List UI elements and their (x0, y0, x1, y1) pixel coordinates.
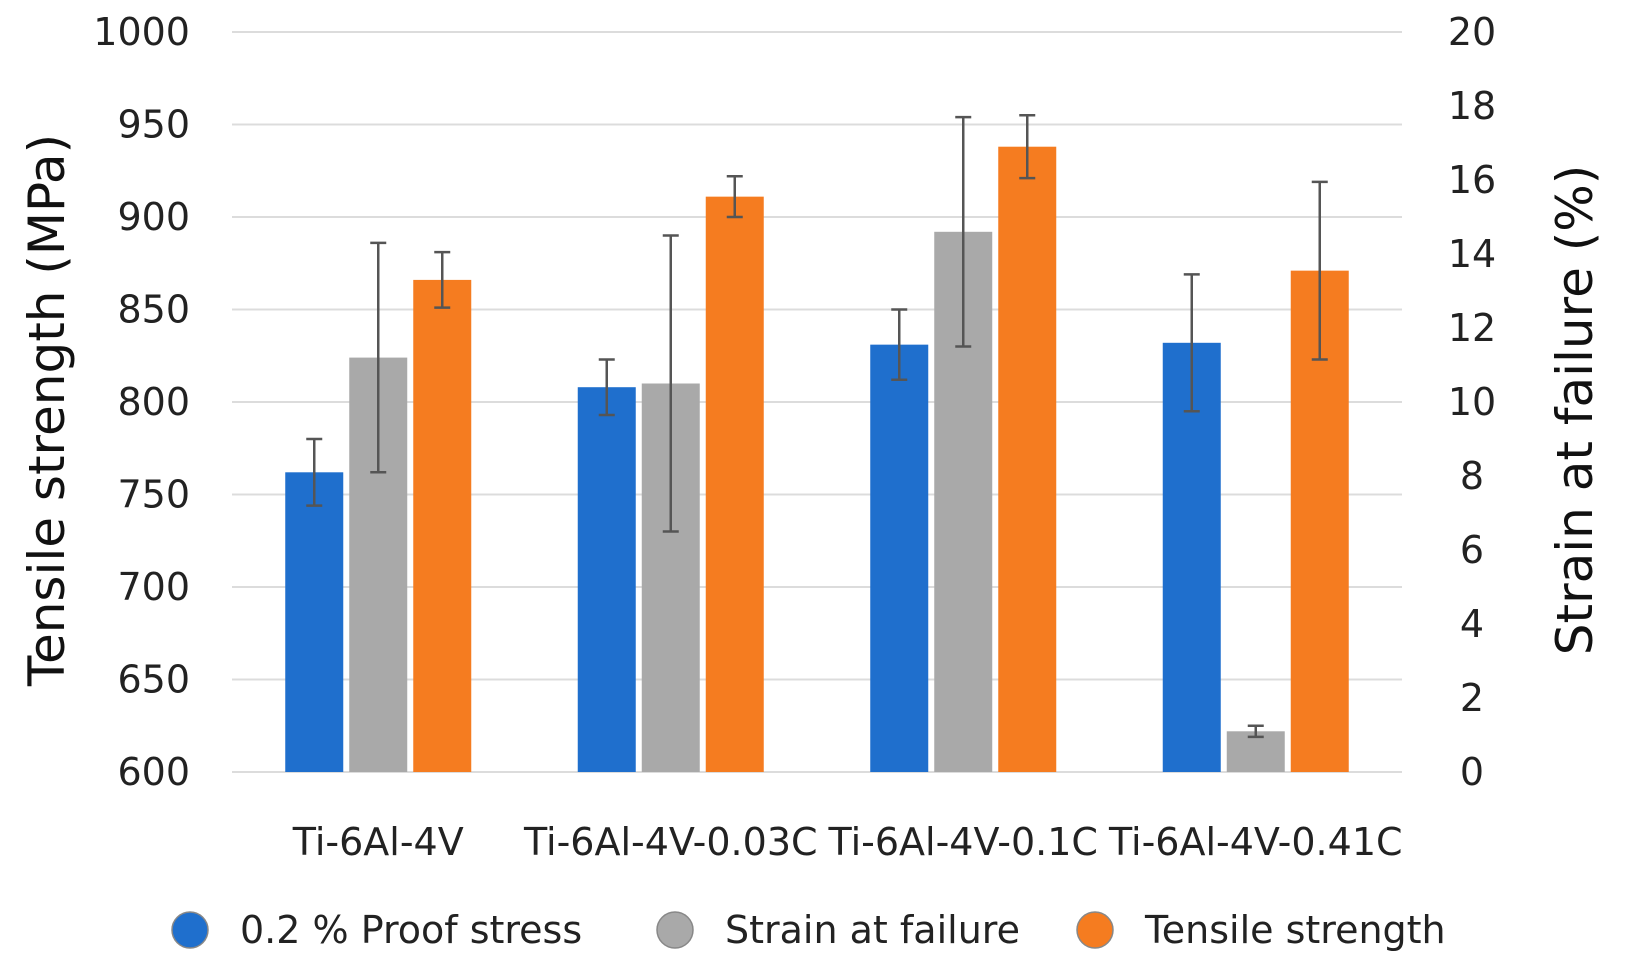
legend-label: Strain at failure (725, 908, 1020, 952)
right-tick-label: 18 (1448, 84, 1496, 128)
left-tick-label: 600 (117, 750, 190, 794)
category-label: Ti-6Al-4V-0.1C (828, 820, 1098, 864)
error-bar (662, 234, 679, 533)
legend-marker (656, 911, 694, 949)
error-bar (891, 308, 908, 382)
left-tick-label: 900 (117, 195, 190, 239)
bar-0-2-proof-stress-0 (285, 472, 344, 772)
left-axis-ticks: 600 650 700 750 800 850 900 950 1000 (93, 10, 190, 794)
right-tick-label: 10 (1448, 380, 1496, 424)
right-tick-label: 2 (1460, 676, 1484, 720)
category-label: Ti-6Al-4V (292, 820, 464, 864)
error-bar (1247, 724, 1264, 739)
category-labels: Ti-6Al-4V Ti-6Al-4V-0.03C Ti-6Al-4V-0.1C Ti… (292, 820, 1403, 864)
left-tick-label: 700 (117, 565, 190, 609)
legend: 0.2 % Proof stress Strain at failure Tensi… (171, 908, 1446, 952)
category-label: Ti-6Al-4V-0.41C (1108, 820, 1403, 864)
bar-tensile-strength-2 (998, 146, 1057, 772)
error-bar (955, 115, 972, 348)
right-tick-label: 12 (1448, 306, 1496, 350)
legend-marker (1076, 911, 1114, 949)
right-axis-ticks: 0 2 4 6 8 10 12 14 16 18 20 (1448, 10, 1496, 794)
gridlines (232, 31, 1402, 773)
error-bar (306, 437, 323, 507)
left-tick-label: 950 (117, 103, 190, 147)
right-tick-label: 4 (1460, 602, 1484, 646)
error-bar (1183, 273, 1200, 413)
legend-item: 0.2 % Proof stress (171, 908, 582, 952)
left-tick-label: 750 (117, 473, 190, 517)
legend-item: Tensile strength (1076, 908, 1446, 952)
right-tick-label: 14 (1448, 232, 1496, 276)
error-bar (434, 250, 451, 309)
left-axis-title: Tensile strength (MPa) (18, 134, 76, 687)
bar-0-2-proof-stress-1 (577, 387, 636, 772)
error-bar (1019, 114, 1036, 180)
left-tick-label: 850 (117, 288, 190, 332)
right-tick-label: 8 (1460, 454, 1484, 498)
bar-tensile-strength-0 (413, 279, 472, 772)
right-tick-label: 20 (1448, 10, 1496, 54)
legend-marker (171, 911, 209, 949)
bars (285, 146, 1349, 773)
error-bar (726, 175, 743, 219)
right-tick-label: 0 (1460, 750, 1484, 794)
error-bars (306, 114, 1328, 739)
bar-0-2-proof-stress-3 (1162, 342, 1221, 772)
right-axis-title: Strain at failure (%) (1546, 165, 1604, 656)
legend-item: Strain at failure (656, 908, 1020, 952)
bar-tensile-strength-1 (705, 196, 764, 772)
error-bar (1311, 180, 1328, 361)
left-tick-label: 1000 (93, 10, 190, 54)
legend-label: Tensile strength (1144, 908, 1446, 952)
bar-0-2-proof-stress-2 (870, 344, 929, 772)
left-tick-label: 800 (117, 380, 190, 424)
legend-label: 0.2 % Proof stress (240, 908, 582, 952)
right-tick-label: 6 (1460, 528, 1484, 572)
error-bar (370, 241, 387, 474)
left-tick-label: 650 (117, 658, 190, 702)
error-bar (598, 358, 615, 417)
right-tick-label: 16 (1448, 158, 1496, 202)
category-label: Ti-6Al-4V-0.03C (523, 820, 818, 864)
